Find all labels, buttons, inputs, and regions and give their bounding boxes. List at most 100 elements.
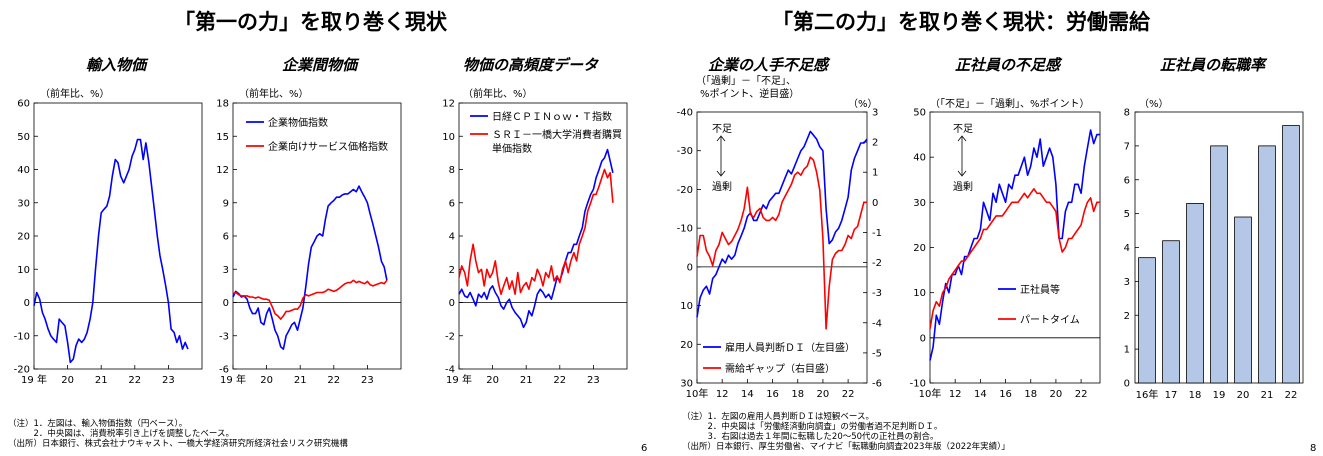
y-tick-label: 0 xyxy=(920,333,926,344)
chart-title-turnover: 正社員の転職率 xyxy=(1160,56,1266,74)
x-tick-label: 22 xyxy=(1075,389,1088,400)
x-tick-label: 16 xyxy=(766,389,779,400)
x-tick-label: 21 xyxy=(294,375,307,386)
series-line xyxy=(232,185,388,350)
x-tick-label: 19 年 xyxy=(220,373,246,386)
plot-frame xyxy=(929,111,1101,384)
y-tick-label: -20 xyxy=(14,365,30,376)
y-tick-label: 4 xyxy=(1124,243,1130,254)
x-tick-label: 19 年 xyxy=(446,373,472,386)
y-tick-label: 15 xyxy=(216,132,229,143)
legend-label: 日経ＣＰＩＮｏｗ・Ｔ指数 xyxy=(492,110,612,123)
annotation-shortage: 不足 xyxy=(953,123,973,135)
y-tick-label: 1 xyxy=(1124,345,1130,356)
unit-label: （「過剰」－「不足」、 xyxy=(696,75,796,87)
x-tick-label: 20 xyxy=(260,375,273,386)
x-tick-label: 21 xyxy=(520,375,533,386)
x-tick-label: 18 xyxy=(791,389,804,400)
x-tick-label: 22 xyxy=(553,375,566,386)
series-line xyxy=(458,168,614,296)
right-note-1: （注）1．左図の雇用人員判断ＤＩは短観ベース。 xyxy=(682,412,874,422)
bar xyxy=(1138,257,1156,384)
legend-label: 企業物価指数 xyxy=(268,116,328,129)
bar xyxy=(1234,216,1252,384)
bar xyxy=(1210,145,1228,384)
y-tick-label: -30 xyxy=(677,146,693,157)
x-tick-label: 21 xyxy=(1261,390,1274,401)
x-tick-label: 21 xyxy=(95,375,108,386)
legend-label: 需給ギャップ（右目盛） xyxy=(725,362,835,375)
x-tick-label: 22 xyxy=(128,375,141,386)
x-tick-label: 12 xyxy=(716,389,729,400)
y-tick-label: 6 xyxy=(1124,175,1130,186)
x-tick-label: 10年 xyxy=(919,387,942,400)
series-line xyxy=(696,130,868,318)
unit-label: （前年比、%） xyxy=(40,87,110,100)
chart-title-import: 輸入物価 xyxy=(86,56,147,74)
y-tick-label: 2 xyxy=(449,265,455,276)
y-tick-label: -4 xyxy=(445,365,455,376)
x-tick-label: 19 xyxy=(1213,390,1226,401)
arrow-head-down xyxy=(716,170,726,177)
left-note-3: （出所）日本銀行、株式会社ナウキャスト、一橋大学経済研究所経済社会リスク研究機構 xyxy=(8,439,348,449)
y-tick-label: -40 xyxy=(677,108,693,119)
right-slide-title: 「第二の力」を取り巻く現状：労働需給 xyxy=(772,10,1150,34)
series-line xyxy=(458,148,614,329)
legend-label: 単価指数 xyxy=(492,142,532,155)
y-tick-label: 40 xyxy=(913,153,926,164)
y-tick-label: 3 xyxy=(1124,277,1130,288)
y-tick-label: -10 xyxy=(14,331,30,342)
y2-tick-label: 0 xyxy=(872,198,878,209)
annotation-surplus: 過剰 xyxy=(712,181,732,193)
x-tick-label: 23 xyxy=(361,375,374,386)
bar xyxy=(1162,240,1180,384)
y-tick-label: 40 xyxy=(17,165,30,176)
x-tick-label: 18 xyxy=(1189,390,1202,401)
legend-label: パートタイム xyxy=(1020,314,1080,326)
y-tick-label: 0 xyxy=(687,262,693,273)
y2-tick-label: -1 xyxy=(872,228,882,239)
unit-label: （前年比、%） xyxy=(239,87,309,100)
x-tick-label: 10年 xyxy=(686,387,709,400)
y-tick-label: 10 xyxy=(913,288,926,299)
legend-label: 雇用人員判断ＤＩ（左目盛） xyxy=(725,341,855,354)
left-note-1: （注）1．左図は、輸入物価指数（円ベース）。 xyxy=(8,419,188,429)
y-tick-label: -6 xyxy=(219,365,229,376)
series-line xyxy=(33,138,189,364)
annotation-surplus: 過剰 xyxy=(953,181,973,193)
plot-frame xyxy=(458,102,628,370)
arrow-head-up xyxy=(716,135,726,142)
y-tick-label: 7 xyxy=(1124,141,1130,152)
y-tick-label: -10 xyxy=(677,224,693,235)
x-tick-label: 12 xyxy=(949,389,962,400)
y-tick-label: -2 xyxy=(445,331,455,342)
y2-tick-label: -5 xyxy=(872,348,882,359)
left-note-2: 2．中央図は、消費税率引き上げを調整したベース。 xyxy=(8,429,235,439)
y-tick-label: 60 xyxy=(17,99,30,110)
y2-tick-label: 3 xyxy=(872,108,878,119)
plot-frame xyxy=(696,111,868,384)
x-tick-label: 16 xyxy=(999,389,1012,400)
legend-label: ＳＲＩ－一橋大学消費者購買 xyxy=(492,128,622,141)
y2-tick-label: -2 xyxy=(872,258,882,269)
y-tick-label: 9 xyxy=(223,198,229,209)
x-tick-label: 16年 xyxy=(1136,388,1159,401)
x-tick-label: 22 xyxy=(842,389,855,400)
arrow-head-down xyxy=(957,170,967,177)
y-tick-label: 20 xyxy=(913,243,926,254)
y-tick-label: 12 xyxy=(442,99,455,110)
left-page-number: 6 xyxy=(641,443,648,454)
y2-tick-label: -4 xyxy=(872,318,882,329)
chart-title-cgpi: 企業間物価 xyxy=(282,56,358,74)
x-tick-label: 23 xyxy=(587,375,600,386)
bar xyxy=(1282,125,1300,384)
y-tick-label: 30 xyxy=(17,198,30,209)
annotation-shortage: 不足 xyxy=(712,123,732,135)
y-tick-label: 30 xyxy=(913,198,926,209)
y-tick-label: 8 xyxy=(449,165,455,176)
legend-label: 正社員等 xyxy=(1020,283,1060,296)
x-tick-label: 18 xyxy=(1024,389,1037,400)
series-line xyxy=(232,279,388,320)
y-tick-label: 3 xyxy=(223,265,229,276)
